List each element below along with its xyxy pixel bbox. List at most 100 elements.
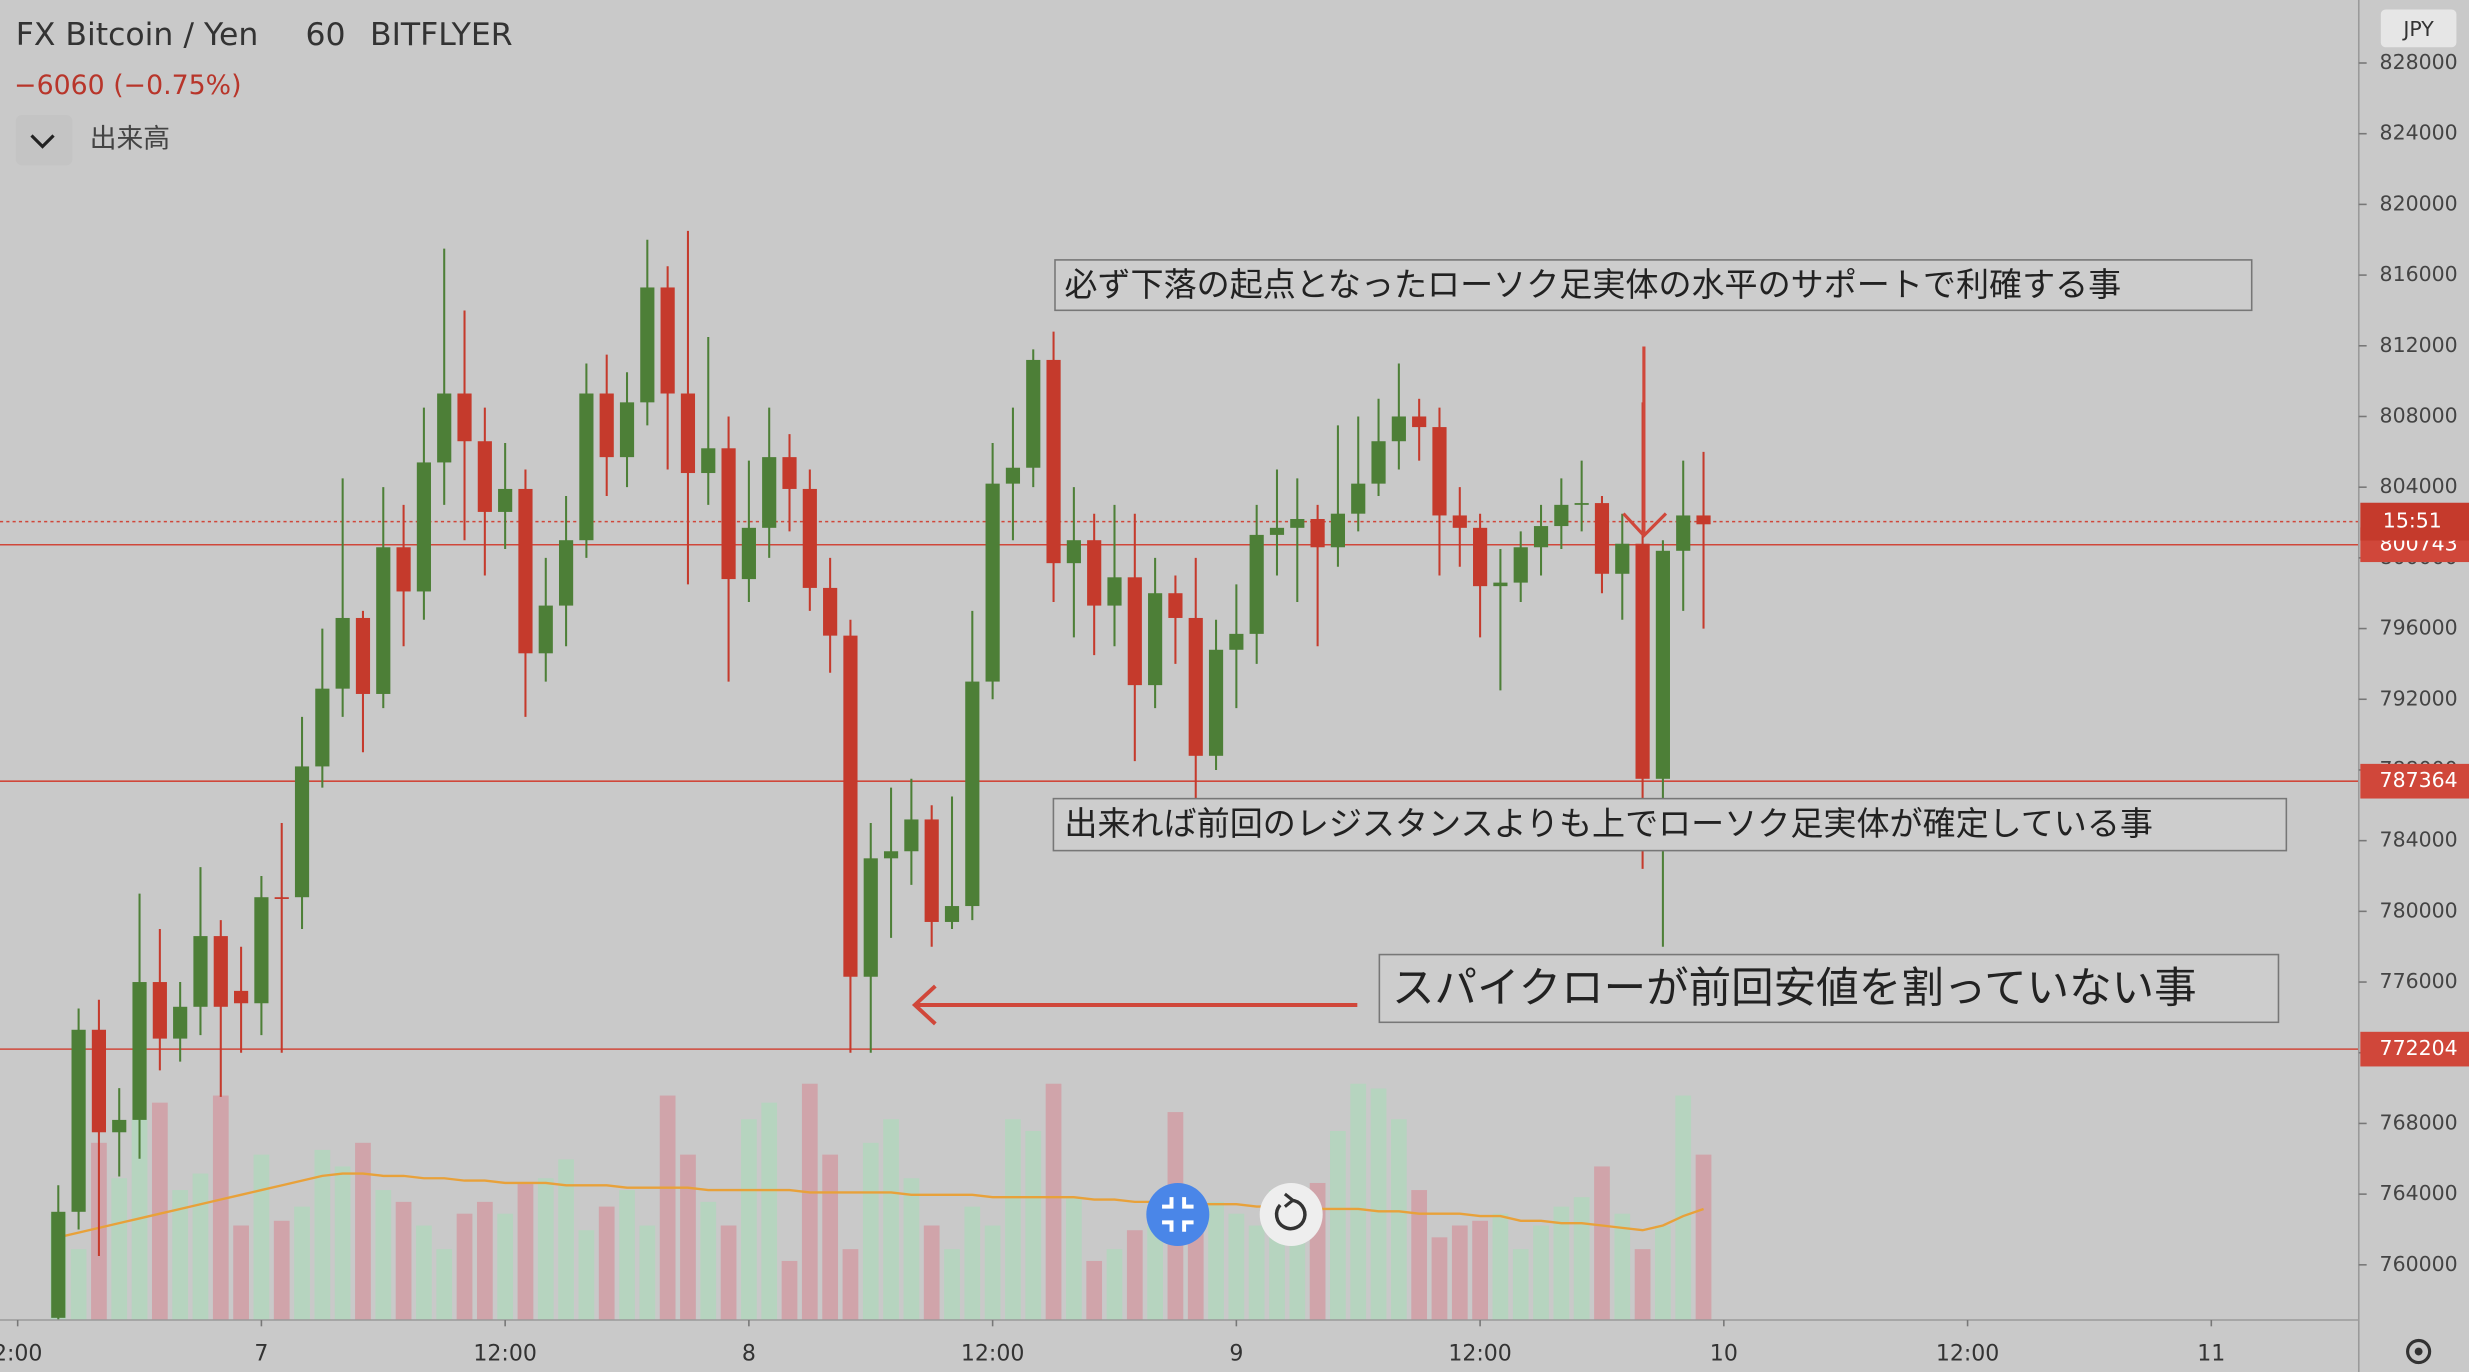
volume-bar (1411, 1190, 1428, 1321)
symbol: FX Bitcoin / Yen (16, 17, 259, 53)
volume-bar (1126, 1230, 1143, 1321)
candle-body (883, 851, 899, 859)
volume-bar (558, 1159, 574, 1321)
volume-bar (436, 1249, 453, 1321)
candle-body (1533, 526, 1549, 548)
candle-body (1229, 633, 1244, 650)
volume-bar (1330, 1130, 1346, 1321)
y-tick-label: 780000 (2380, 898, 2458, 922)
annotation: 出来れば前回のレジスタンスよりも上でローソク足実体が確定している事 (1064, 804, 2153, 843)
volume-bar (801, 1083, 818, 1321)
candle-body (1127, 577, 1142, 686)
candle-body (112, 1119, 127, 1133)
candle-body (741, 527, 756, 580)
volume-bar (903, 1178, 920, 1321)
annotation: 必ず下落の起点となったローソク足実体の水平のサポートで利確する事 (1064, 265, 2121, 304)
candle-body (558, 540, 574, 606)
annotation-box (1378, 953, 2280, 1024)
candle-body (802, 488, 817, 588)
indicator-label: 出来高 (90, 124, 170, 155)
candle-body (538, 605, 553, 654)
volume-bar (720, 1225, 737, 1321)
candle-body (619, 402, 635, 458)
volume-bar (456, 1213, 473, 1321)
candle-body (1594, 503, 1610, 574)
volume-bar (1370, 1088, 1387, 1321)
candle-body (294, 766, 310, 898)
volume-bar (1614, 1213, 1631, 1321)
volume-bar (294, 1206, 310, 1321)
candle-body (416, 462, 431, 592)
candle-body (904, 819, 919, 852)
interval: 60 (305, 17, 345, 53)
volume-bar (1431, 1237, 1448, 1321)
y-tick-label: 808000 (2380, 403, 2458, 427)
x-tick-label: 11 (2197, 1342, 2225, 1367)
candle-body (274, 897, 289, 899)
level-label-bg (2360, 1031, 2469, 1067)
candle-body (355, 617, 371, 694)
candle-body (1655, 550, 1670, 779)
volume-bar (1065, 1197, 1082, 1321)
volume-bar (212, 1095, 229, 1321)
volume-bar (1005, 1119, 1021, 1321)
volume-bar (395, 1201, 412, 1321)
candle-body (1066, 540, 1081, 564)
x-tick-label: 8 (742, 1342, 756, 1367)
volume-bar (700, 1201, 717, 1321)
candle-body (1615, 543, 1630, 574)
candle-body (843, 635, 858, 977)
volume-bar (192, 1173, 209, 1321)
volume-bar (151, 1102, 168, 1321)
volume-bar (1086, 1260, 1103, 1321)
candle-body (823, 587, 838, 636)
x-tick-label: 2:00 (0, 1342, 42, 1367)
candle-body (1005, 467, 1021, 484)
y-tick-label: 812000 (2380, 333, 2458, 357)
volume-bar (172, 1190, 189, 1321)
annotation: スパイクローが前回安値を割っていない事 (1392, 964, 2197, 1013)
axes: 7600007640007680007720007760007800007840… (0, 50, 2469, 1367)
candle-body (213, 936, 228, 1007)
candle-body (51, 1211, 66, 1318)
candle-body (173, 1006, 188, 1039)
fit-button[interactable] (1146, 1182, 1210, 1246)
volume-bar (639, 1225, 656, 1321)
volume-bar (1451, 1225, 1468, 1321)
arrow (1622, 346, 1668, 538)
candle-body (680, 393, 696, 474)
arrow (911, 984, 1358, 1026)
volume-bar (862, 1142, 879, 1321)
level-label: 772204 (2380, 1036, 2458, 1060)
currency-box[interactable] (2380, 9, 2457, 48)
x-tick-label: 12:00 (1448, 1342, 1511, 1367)
reset-button[interactable] (1259, 1182, 1323, 1246)
candle-body (315, 688, 330, 767)
candle-body (518, 488, 533, 654)
volume-bar (741, 1119, 757, 1321)
x-tick-label: 12:00 (473, 1342, 536, 1367)
candle-body (193, 936, 208, 1007)
volume-bar (1106, 1249, 1123, 1321)
candle-body (234, 990, 249, 1004)
volume-bar (517, 1182, 534, 1321)
volume-bar (984, 1225, 1001, 1321)
plot-area (0, 230, 2359, 1321)
volume-bar (70, 1249, 87, 1321)
volume-bar (1533, 1225, 1549, 1321)
volume-bar (314, 1149, 331, 1321)
volume-bar (964, 1206, 981, 1321)
volume-bar (1025, 1130, 1042, 1321)
level-label: 787364 (2380, 768, 2458, 792)
volume-bar (1472, 1220, 1488, 1321)
y-tick-label: 792000 (2380, 686, 2458, 710)
volume-bar (1045, 1083, 1062, 1321)
candle-body (152, 982, 167, 1039)
settings-button[interactable] (2406, 1338, 2432, 1365)
y-tick-label: 776000 (2380, 969, 2458, 993)
candle-body (457, 393, 472, 442)
volume-bar (497, 1213, 514, 1321)
collapse-button[interactable] (15, 114, 73, 166)
annotation-box (1054, 259, 2253, 312)
volume-bar (944, 1249, 960, 1321)
